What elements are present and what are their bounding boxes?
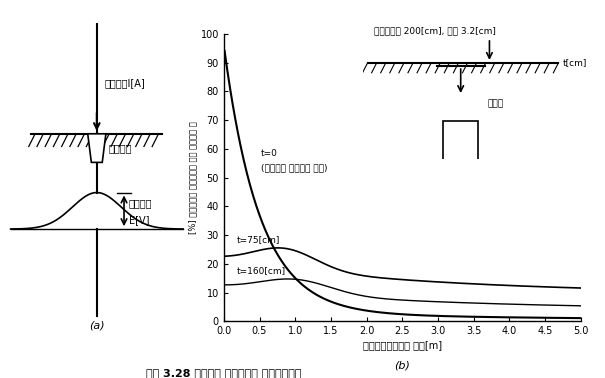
Text: 접지전극: 접지전극 [109, 143, 132, 153]
Text: 그림 3.28 접지관의 매설깊이와 지표전위분포: 그림 3.28 접지관의 매설깊이와 지표전위분포 [146, 368, 302, 378]
Text: 접지관: 접지관 [487, 100, 503, 109]
Text: (지표면에 충전부가 노출): (지표면에 충전부가 노출) [261, 163, 327, 172]
Text: 접지관길이 200[cm], 지름 3.2[cm]: 접지관길이 200[cm], 지름 3.2[cm] [374, 26, 496, 36]
Y-axis label: [%] 매설부분의 접지전위에 대한 지전위의 비: [%] 매설부분의 접지전위에 대한 지전위의 비 [189, 121, 198, 234]
Text: t=75[cm]: t=75[cm] [237, 235, 280, 244]
Text: t=160[cm]: t=160[cm] [237, 266, 286, 275]
Text: E[V]: E[V] [128, 215, 149, 225]
Bar [443, 121, 478, 179]
Polygon shape [88, 134, 106, 163]
Text: 접지전류I[A]: 접지전류I[A] [104, 78, 145, 88]
Text: t[cm]: t[cm] [563, 58, 587, 67]
X-axis label: 접지관으로부터의 거리[m]: 접지관으로부터의 거리[m] [363, 340, 442, 350]
Text: t=0: t=0 [261, 149, 278, 158]
Text: 전위상승: 전위상승 [128, 198, 152, 208]
Text: (a): (a) [89, 321, 105, 331]
Text: (b): (b) [394, 361, 410, 370]
